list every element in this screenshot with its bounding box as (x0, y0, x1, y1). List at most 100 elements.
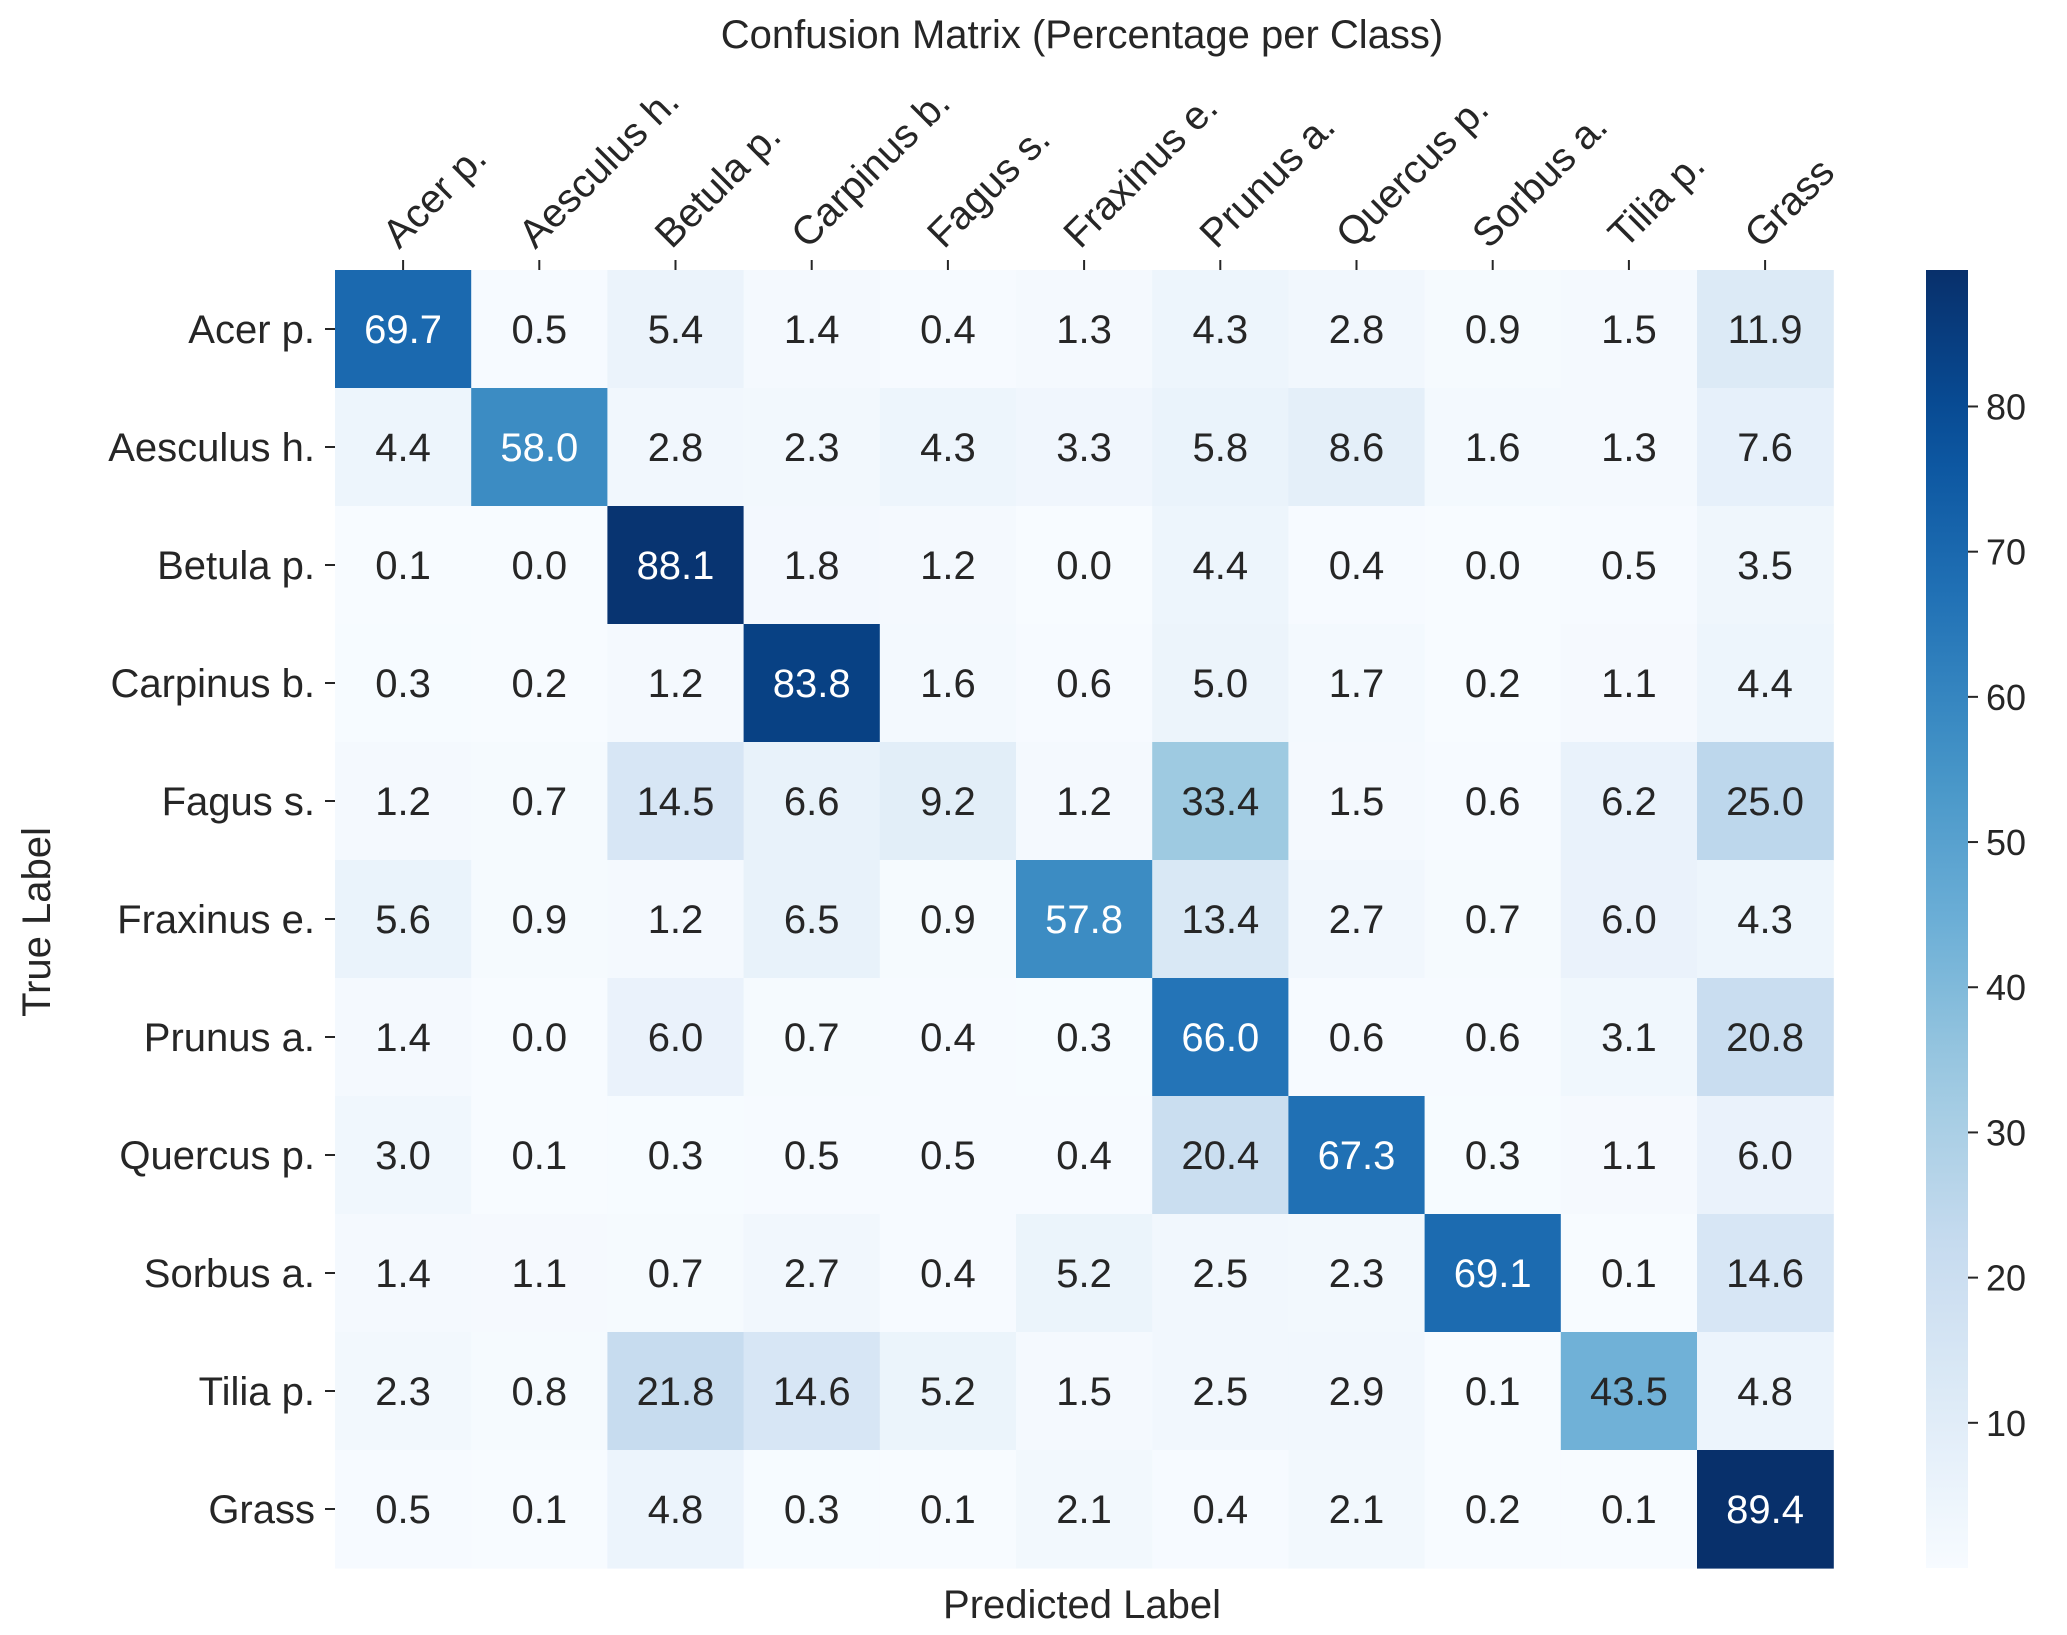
cell-value-label: 6.2 (1601, 780, 1657, 824)
heatmap-cell-sorbus-a-quercus-p (1288, 1214, 1426, 1333)
cell-value-label: 2.8 (1329, 308, 1385, 352)
y-tick-labels: Acer p. Aesculus h. Betula p. Carpinus b. Fa… (108, 308, 335, 1532)
heatmap-cell-fraxinus-e-carpinus-b (743, 860, 881, 979)
heatmap-cell-aesculus-h-sorbus-a (1424, 388, 1562, 507)
heatmap-cell-sorbus-a-fagus-s (879, 1214, 1017, 1333)
heatmap-cell-quercus-p-sorbus-a (1424, 1096, 1562, 1215)
heatmap-cell-sorbus-a-grass (1697, 1214, 1834, 1333)
cell-value-label: 0.0 (511, 1016, 567, 1060)
heatmap-cell-prunus-a-sorbus-a (1424, 978, 1562, 1097)
heatmap-cell-fraxinus-e-tilia-p (1560, 860, 1698, 979)
heatmap-cell-prunus-a-acer-p (335, 978, 472, 1097)
heatmap-cell-aesculus-h-grass (1697, 388, 1834, 507)
heatmap-cell-aesculus-h-tilia-p (1560, 388, 1698, 507)
cell-value-label: 67.3 (1318, 1134, 1396, 1178)
heatmap-cell-grass-fraxinus-e (1016, 1450, 1153, 1569)
heatmap-cell-betula-p-quercus-p (1288, 506, 1426, 625)
cell-value-label: 0.7 (784, 1016, 840, 1060)
heatmap-cell-tilia-p-sorbus-a (1424, 1332, 1562, 1451)
cell-value-label: 0.2 (511, 662, 567, 706)
colorbar-tick-label: 70 (1986, 532, 2026, 573)
heatmap-cell-tilia-p-aesculus-h (471, 1332, 608, 1451)
cell-value-label: 58.0 (500, 426, 578, 470)
y-tick-label: Fagus s. (162, 780, 315, 824)
cell-value-label: 0.4 (1329, 544, 1385, 588)
heatmap-cell-carpinus-b-aesculus-h (471, 624, 608, 743)
cell-value-label: 5.4 (648, 308, 704, 352)
cell-value-label: 0.4 (920, 1252, 976, 1296)
cell-value-label: 20.4 (1181, 1134, 1259, 1178)
cell-value-label: 4.8 (1737, 1370, 1793, 1414)
cell-value-label: 0.1 (511, 1488, 567, 1532)
heatmap-cell-acer-p-grass (1697, 270, 1834, 389)
cell-value-label: 1.6 (1465, 426, 1521, 470)
heatmap-cell-grass-fagus-s (879, 1450, 1017, 1569)
heatmap-cell-aesculus-h-carpinus-b (743, 388, 881, 507)
cell-value-label: 57.8 (1045, 898, 1123, 942)
heatmap-cell-carpinus-b-fagus-s (879, 624, 1017, 743)
heatmap-cell-acer-p-carpinus-b (743, 270, 881, 389)
heatmap-cell-tilia-p-grass (1697, 1332, 1834, 1451)
cell-value-label: 1.2 (375, 780, 431, 824)
cell-value-label: 20.8 (1726, 1016, 1804, 1060)
heatmap-cell-quercus-p-betula-p (607, 1096, 745, 1215)
cell-value-label: 1.3 (1601, 426, 1657, 470)
cell-value-label: 0.5 (1601, 544, 1657, 588)
heatmap-cell-quercus-p-grass (1697, 1096, 1834, 1215)
heatmap-cell-fraxinus-e-grass (1697, 860, 1834, 979)
colorbar-tick-label: 10 (1986, 1403, 2026, 1444)
heatmap-cell-fraxinus-e-quercus-p (1288, 860, 1426, 979)
cell-value-label: 69.7 (364, 308, 442, 352)
heatmap-cell-fagus-s-grass (1697, 742, 1834, 861)
cell-value-label: 5.2 (1056, 1252, 1112, 1296)
heatmap-cell-fagus-s-tilia-p (1560, 742, 1698, 861)
cell-value-label: 0.3 (784, 1488, 840, 1532)
cell-value-label: 0.6 (1329, 1016, 1385, 1060)
heatmap-cell-carpinus-b-sorbus-a (1424, 624, 1562, 743)
heatmap-cell-quercus-p-carpinus-b (743, 1096, 881, 1215)
heatmap-cell-fagus-s-prunus-a (1152, 742, 1289, 861)
heatmap-cell-acer-p-sorbus-a (1424, 270, 1562, 389)
colorbar-gradient (1926, 270, 1968, 1568)
cell-value-label: 4.4 (1737, 662, 1793, 706)
heatmap-cell-tilia-p-quercus-p (1288, 1332, 1426, 1451)
heatmap-cells (335, 270, 1834, 1569)
cell-value-label: 0.6 (1465, 1016, 1521, 1060)
heatmap-cell-quercus-p-fagus-s (879, 1096, 1017, 1215)
heatmap-cell-carpinus-b-fraxinus-e (1016, 624, 1153, 743)
cell-value-label: 2.7 (1329, 898, 1385, 942)
heatmap-cell-sorbus-a-sorbus-a (1424, 1214, 1562, 1333)
cell-value-label: 1.5 (1056, 1370, 1112, 1414)
cell-value-label: 0.3 (648, 1134, 704, 1178)
heatmap-cell-acer-p-tilia-p (1560, 270, 1698, 389)
heatmap-cell-quercus-p-aesculus-h (471, 1096, 608, 1215)
cell-value-label: 2.8 (648, 426, 704, 470)
heatmap-cell-grass-quercus-p (1288, 1450, 1426, 1569)
cell-value-label: 21.8 (637, 1370, 715, 1414)
cell-value-label: 0.7 (648, 1252, 704, 1296)
cell-value-label: 1.2 (920, 544, 976, 588)
cell-value-label: 88.1 (637, 544, 715, 588)
heatmap-cell-carpinus-b-prunus-a (1152, 624, 1289, 743)
cell-value-label: 66.0 (1181, 1016, 1259, 1060)
heatmap-cell-betula-p-acer-p (335, 506, 472, 625)
cell-value-label: 0.3 (1465, 1134, 1521, 1178)
x-axis-label: Predicted Label (943, 1583, 1221, 1627)
heatmap-cell-fagus-s-betula-p (607, 742, 745, 861)
cell-value-label: 1.2 (648, 898, 704, 942)
cell-value-label: 69.1 (1454, 1252, 1532, 1296)
cell-value-label: 0.4 (1192, 1488, 1248, 1532)
cell-value-label: 3.0 (375, 1134, 431, 1178)
cell-value-label: 1.8 (784, 544, 840, 588)
heatmap-cell-fagus-s-fraxinus-e (1016, 742, 1153, 861)
cell-value-label: 89.4 (1726, 1488, 1804, 1532)
cell-value-label: 83.8 (773, 662, 851, 706)
cell-value-label: 0.9 (511, 898, 567, 942)
cell-value-label: 0.1 (1601, 1252, 1657, 1296)
cell-value-label: 0.3 (375, 662, 431, 706)
heatmap-cell-quercus-p-tilia-p (1560, 1096, 1698, 1215)
cell-annotations: 69.7 0.5 5.4 1.4 0.4 1.3 4.3 2.8 0.9 1.5 11.9 4.4 58… (364, 308, 1804, 1532)
heatmap-cell-fraxinus-e-fagus-s (879, 860, 1017, 979)
cell-value-label: 0.3 (1056, 1016, 1112, 1060)
heatmap-cell-grass-sorbus-a (1424, 1450, 1562, 1569)
